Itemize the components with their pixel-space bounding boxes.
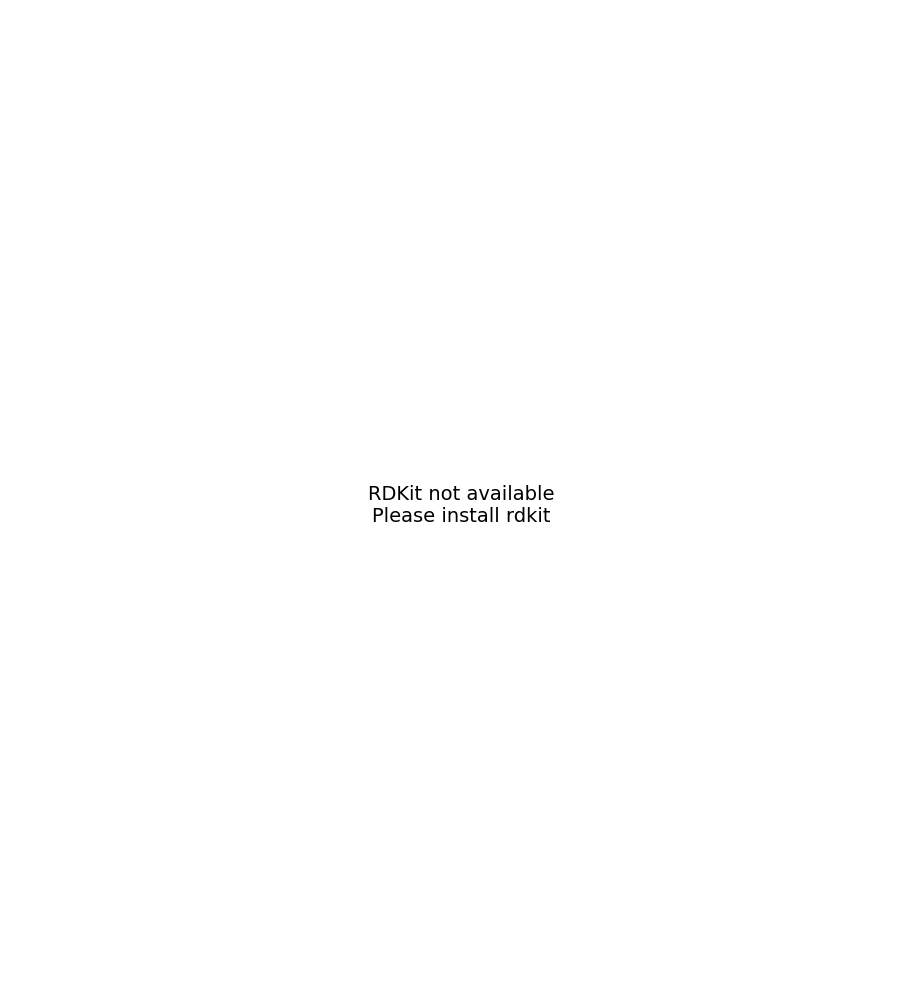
Text: RDKit not available
Please install rdkit: RDKit not available Please install rdkit — [368, 485, 554, 526]
